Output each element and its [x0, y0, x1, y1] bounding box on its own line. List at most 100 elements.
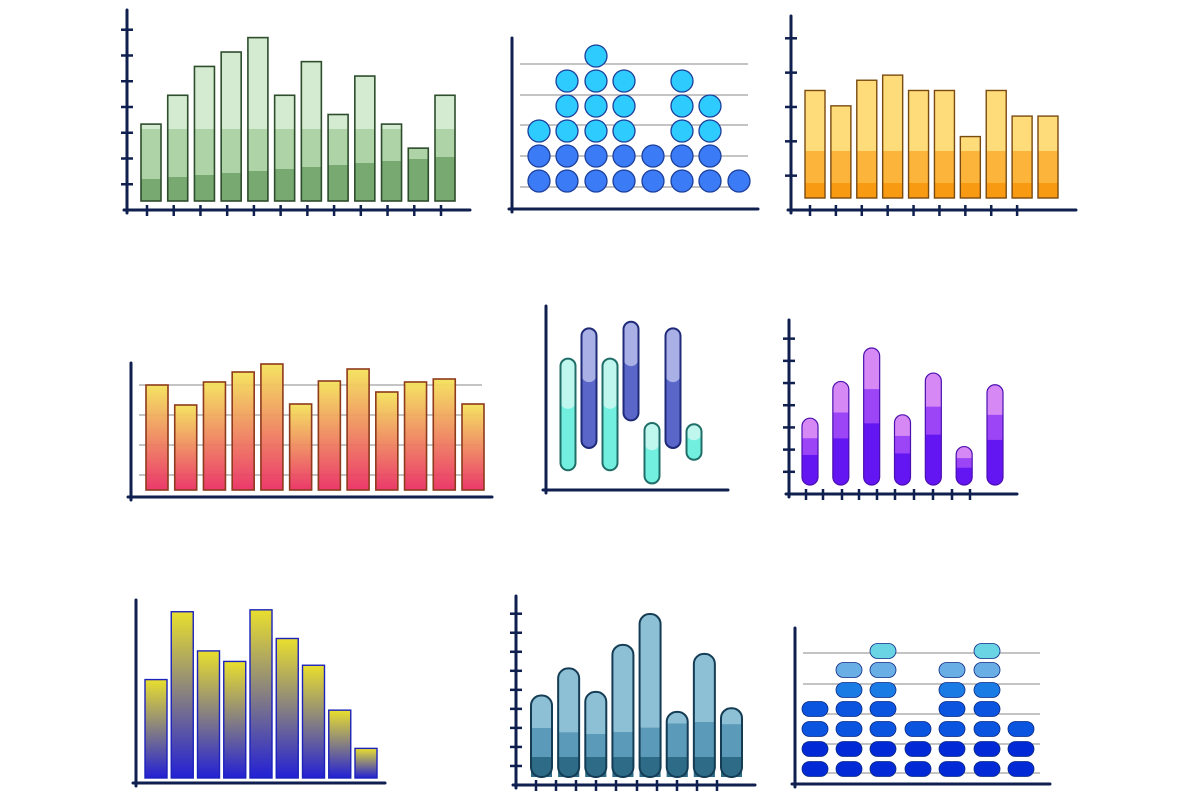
bar-bottom	[247, 171, 268, 201]
range-outline	[601, 357, 619, 472]
bar	[830, 105, 852, 199]
bar-bottom	[908, 183, 929, 198]
orange-bar-chart	[785, 14, 1078, 216]
bar-bottom	[805, 183, 825, 198]
range-highlight	[602, 358, 618, 409]
bar	[220, 51, 242, 202]
bar	[231, 371, 255, 491]
range-bar	[559, 357, 577, 472]
pill-bottom	[558, 757, 580, 777]
pill	[832, 380, 850, 486]
pill-outline	[584, 690, 608, 779]
bar-bottom	[934, 183, 955, 198]
bar-outline	[1037, 115, 1059, 199]
pill-middle	[802, 438, 818, 455]
pill	[557, 667, 581, 778]
range-outline	[643, 421, 661, 485]
bar	[275, 637, 299, 779]
oval	[973, 741, 1001, 757]
bar-outline	[804, 89, 826, 199]
oval	[835, 741, 863, 757]
oval-stack-chart	[790, 626, 1052, 789]
pill-outline	[692, 652, 716, 779]
bar	[144, 678, 168, 779]
bar	[327, 113, 349, 202]
bar	[933, 89, 956, 199]
range-outline	[580, 327, 598, 449]
pill	[611, 643, 635, 779]
oval-column	[973, 643, 1001, 777]
bar-outline	[959, 135, 982, 199]
bar	[375, 391, 399, 491]
bar-outline	[300, 60, 323, 202]
oval	[801, 741, 829, 757]
oval	[869, 662, 897, 678]
bar	[145, 384, 169, 491]
dot	[584, 44, 608, 68]
dot	[670, 119, 694, 143]
oval	[938, 662, 966, 678]
oval	[835, 721, 863, 737]
green-bar-chart	[121, 8, 472, 216]
purple-pill-chart	[783, 318, 1019, 500]
oval-column	[869, 643, 897, 777]
dot-column	[584, 44, 608, 193]
bar-bottom	[141, 179, 161, 201]
oval	[938, 761, 966, 777]
dot	[641, 144, 665, 168]
bar-outline	[985, 89, 1007, 199]
bar-bottom	[960, 183, 981, 198]
dot-column	[727, 169, 751, 193]
bar-outline	[140, 123, 162, 202]
oval	[973, 662, 1001, 678]
range-outline	[622, 320, 640, 422]
bar-bottom	[986, 183, 1007, 198]
dot	[670, 94, 694, 118]
range-bar	[685, 423, 703, 461]
bar	[170, 611, 194, 779]
oval	[835, 761, 863, 777]
range-outline	[559, 357, 577, 472]
pill	[893, 414, 912, 486]
bar	[196, 650, 221, 779]
pill-outline	[530, 694, 553, 778]
dot	[584, 94, 608, 118]
oval	[904, 761, 932, 777]
dot	[612, 144, 636, 168]
dot	[527, 119, 551, 143]
range-bar	[643, 421, 661, 485]
range-highlight	[665, 328, 681, 383]
dot-column	[527, 119, 551, 193]
pill	[638, 613, 662, 778]
bar	[907, 89, 930, 199]
pill-middle	[863, 389, 880, 424]
pill-outline	[801, 417, 819, 486]
bar-bottom	[167, 177, 188, 201]
floating-range-chart	[541, 304, 730, 495]
oval-column	[938, 662, 966, 777]
bar	[461, 403, 485, 491]
pill-bottom	[721, 757, 742, 777]
oval	[869, 682, 897, 698]
dot-column	[698, 94, 722, 193]
oval	[938, 701, 966, 717]
bar-outline	[407, 147, 430, 202]
bar	[288, 403, 313, 491]
bar	[202, 381, 227, 491]
yellow-blue-bar-chart	[131, 598, 387, 788]
bar-bottom	[381, 161, 402, 201]
oval	[973, 761, 1001, 777]
dot	[555, 69, 579, 93]
pill	[584, 690, 608, 779]
dot	[698, 144, 722, 168]
pill-outline	[665, 710, 689, 778]
oval	[869, 741, 897, 757]
dot	[698, 94, 722, 118]
oval	[869, 643, 897, 659]
oval	[973, 643, 1001, 659]
pill-bottom	[639, 757, 661, 777]
pill-bottom	[693, 757, 715, 777]
range-bar	[664, 327, 682, 449]
pill	[986, 384, 1004, 486]
pill-outline	[638, 613, 662, 778]
